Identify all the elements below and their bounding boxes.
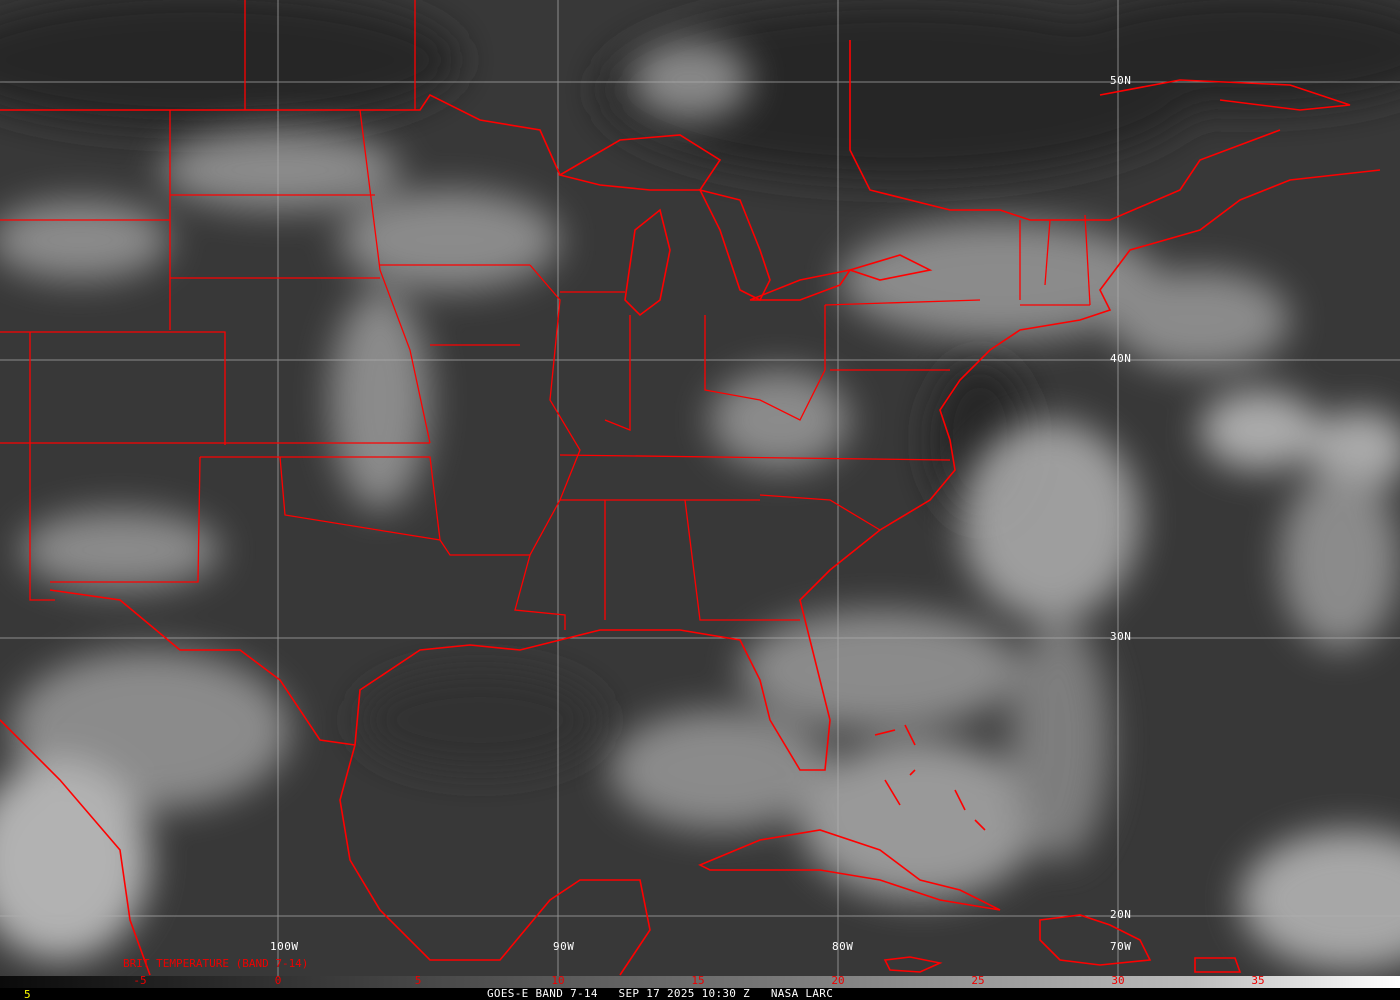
colorbar-tick-label: 10 [551, 974, 565, 987]
colorbar-tick-label: 20 [831, 974, 845, 987]
jamaica [883, 956, 943, 973]
colorbar-tick-label: 0 [274, 974, 282, 987]
longitude-label-100w: 100W [270, 940, 299, 953]
longitude-label-90w: 90W [553, 940, 575, 953]
longitude-label-80w: 80W [832, 940, 854, 953]
latitude-label-50n: 50N [1110, 74, 1132, 87]
us-gulf-atlantic-coast [354, 169, 1381, 771]
mexico-pacific-coast [0, 719, 151, 976]
lake-michigan [624, 208, 671, 317]
lake-superior [557, 134, 722, 191]
mexico-gulf-coast [339, 744, 651, 976]
latitude-label-40n: 40N [1110, 352, 1132, 365]
colorbar-tick-label: 25 [971, 974, 985, 987]
lake-huron [698, 188, 771, 302]
latitude-label-20n: 20N [1110, 908, 1132, 921]
temperature-colorbar: -5 0 5 10 15 20 25 30 35 [0, 974, 1400, 988]
colorbar-tick-label: 30 [1111, 974, 1125, 987]
state-lines [0, 0, 1091, 630]
colorbar-tick-label: 15 [691, 974, 705, 987]
lake-erie [749, 268, 852, 301]
longitude-label-70w: 70W [1110, 940, 1132, 953]
dark-regions [0, 0, 1400, 770]
gulf-st-lawrence-coast [1099, 79, 1351, 111]
hispaniola [1039, 914, 1152, 966]
political-boundaries [0, 0, 1381, 976]
colorbar-tick-label: 5 [414, 974, 422, 987]
latitude-label-30n: 30N [1110, 630, 1132, 643]
puerto-rico [1194, 957, 1242, 973]
bahamas [874, 724, 986, 831]
lake-ontario [847, 254, 933, 281]
rio-grande-border [49, 589, 356, 746]
image-caption: GOES-E BAND 7-14 SEP 17 2025 10:30 Z NAS… [487, 987, 834, 1000]
colorbar-tick-label: 35 [1251, 974, 1265, 987]
satellite-map [0, 0, 1400, 976]
cuba [698, 829, 1001, 911]
colorbar-title: BRIT TEMPERATURE (BAND 7-14) [123, 957, 309, 970]
cloud-layer [0, 40, 1400, 970]
colorbar-tick-label: -5 [133, 974, 147, 987]
frame-number: 5 [24, 988, 31, 1000]
caption-bar: 5 GOES-E BAND 7-14 SEP 17 2025 10:30 Z N… [0, 987, 1400, 1000]
canada-border-east [849, 40, 1281, 221]
canada-border-west [0, 93, 561, 176]
